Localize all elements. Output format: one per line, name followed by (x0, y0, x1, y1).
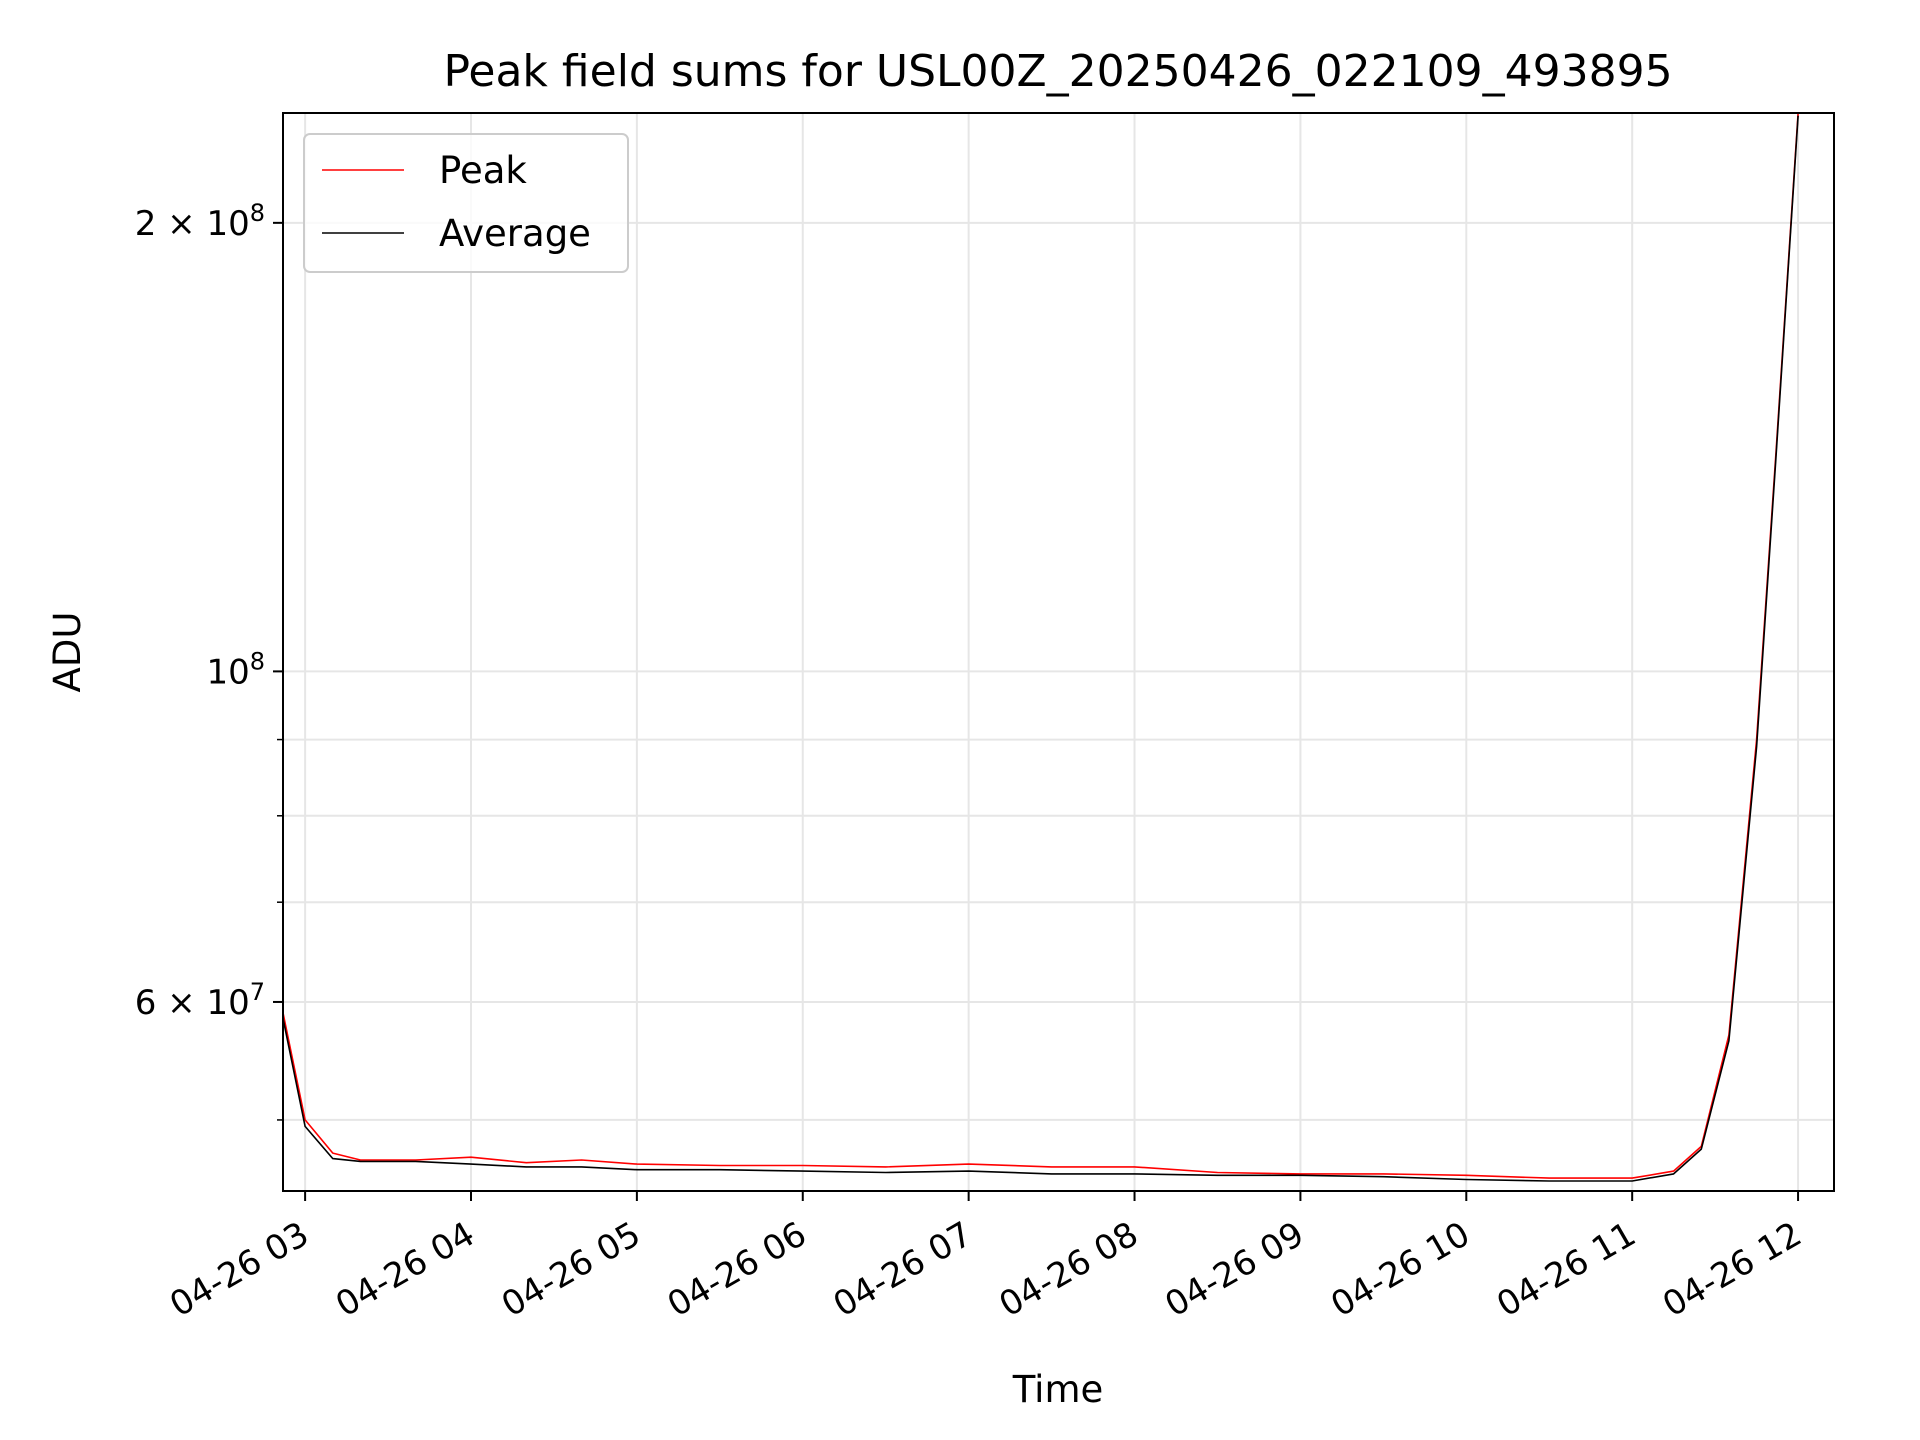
y-tick-label: 6 × 107 (135, 978, 265, 1023)
plot-frame (282, 112, 1835, 1192)
y-tick-label: 108 (206, 647, 265, 692)
y-axis-label: ADU (46, 612, 89, 693)
series-line-average (282, 115, 1799, 1182)
grid (283, 113, 1834, 1191)
legend-box (303, 133, 629, 273)
legend-label-average: Average (439, 212, 591, 255)
y-axis: 6 × 107 108 2 × 108 (135, 199, 283, 1121)
legend-label-peak: Peak (439, 149, 527, 192)
series-line-peak (282, 112, 1799, 1179)
chart-title: Peak field sums for USL00Z_20250426_0221… (443, 46, 1672, 97)
legend: Peak Average (303, 133, 629, 273)
plot-series (282, 112, 1799, 1182)
x-axis-label: Time (1012, 1368, 1104, 1411)
y-tick-label: 2 × 108 (135, 199, 265, 244)
